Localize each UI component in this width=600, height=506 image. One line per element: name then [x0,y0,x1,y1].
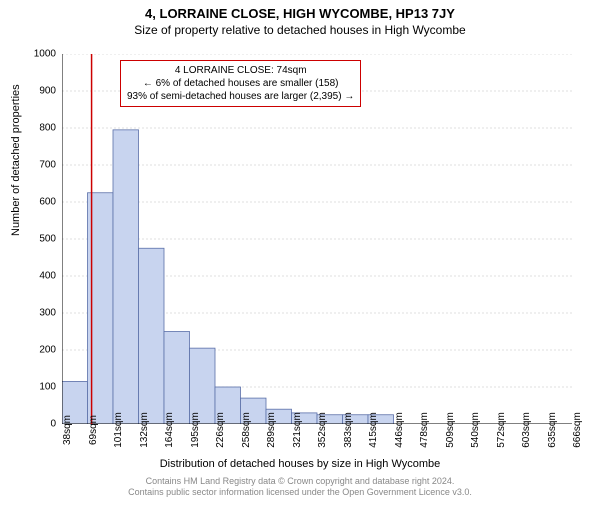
footer-line-2: Contains public sector information licen… [0,487,600,498]
y-tick-label: 0 [16,419,56,430]
x-tick-label: 666sqm [572,412,583,448]
y-tick-label: 700 [16,160,56,171]
x-axis-label: Distribution of detached houses by size … [0,458,600,470]
x-tick-label: 509sqm [445,412,456,448]
property-info-box: 4 LORRAINE CLOSE: 74sqm ← 6% of detached… [120,60,361,107]
x-tick-label: 540sqm [470,412,481,448]
x-tick-label: 383sqm [343,412,354,448]
x-tick-label: 226sqm [215,412,226,448]
info-box-line-smaller: ← 6% of detached houses are smaller (158… [127,77,354,90]
x-tick-label: 164sqm [164,412,175,448]
x-tick-label: 635sqm [547,412,558,448]
histogram-plot [62,54,572,424]
info-box-line-larger: 93% of semi-detached houses are larger (… [127,90,354,103]
x-tick-label: 478sqm [419,412,430,448]
footer-line-1: Contains HM Land Registry data © Crown c… [0,476,600,487]
footer-attribution: Contains HM Land Registry data © Crown c… [0,476,600,498]
chart-area: 4 LORRAINE CLOSE: 74sqm ← 6% of detached… [62,54,572,424]
y-tick-label: 100 [16,382,56,393]
x-tick-label: 446sqm [394,412,405,448]
y-tick-label: 300 [16,308,56,319]
x-tick-label: 132sqm [139,412,150,448]
y-tick-label: 500 [16,234,56,245]
page-subtitle: Size of property relative to detached ho… [0,23,600,37]
x-tick-label: 101sqm [113,412,124,448]
x-tick-label: 289sqm [266,412,277,448]
x-tick-label: 69sqm [88,415,99,445]
y-tick-label: 800 [16,123,56,134]
x-tick-label: 352sqm [317,412,328,448]
page-title-address: 4, LORRAINE CLOSE, HIGH WYCOMBE, HP13 7J… [0,6,600,21]
x-tick-label: 415sqm [368,412,379,448]
y-tick-label: 900 [16,86,56,97]
info-box-line-size: 4 LORRAINE CLOSE: 74sqm [127,64,354,77]
y-tick-label: 200 [16,345,56,356]
x-tick-label: 38sqm [62,415,73,445]
y-tick-label: 400 [16,271,56,282]
y-tick-label: 600 [16,197,56,208]
y-tick-label: 1000 [16,49,56,60]
x-tick-label: 195sqm [190,412,201,448]
x-tick-label: 321sqm [292,412,303,448]
x-tick-label: 603sqm [521,412,532,448]
x-tick-label: 572sqm [496,412,507,448]
x-tick-label: 258sqm [241,412,252,448]
